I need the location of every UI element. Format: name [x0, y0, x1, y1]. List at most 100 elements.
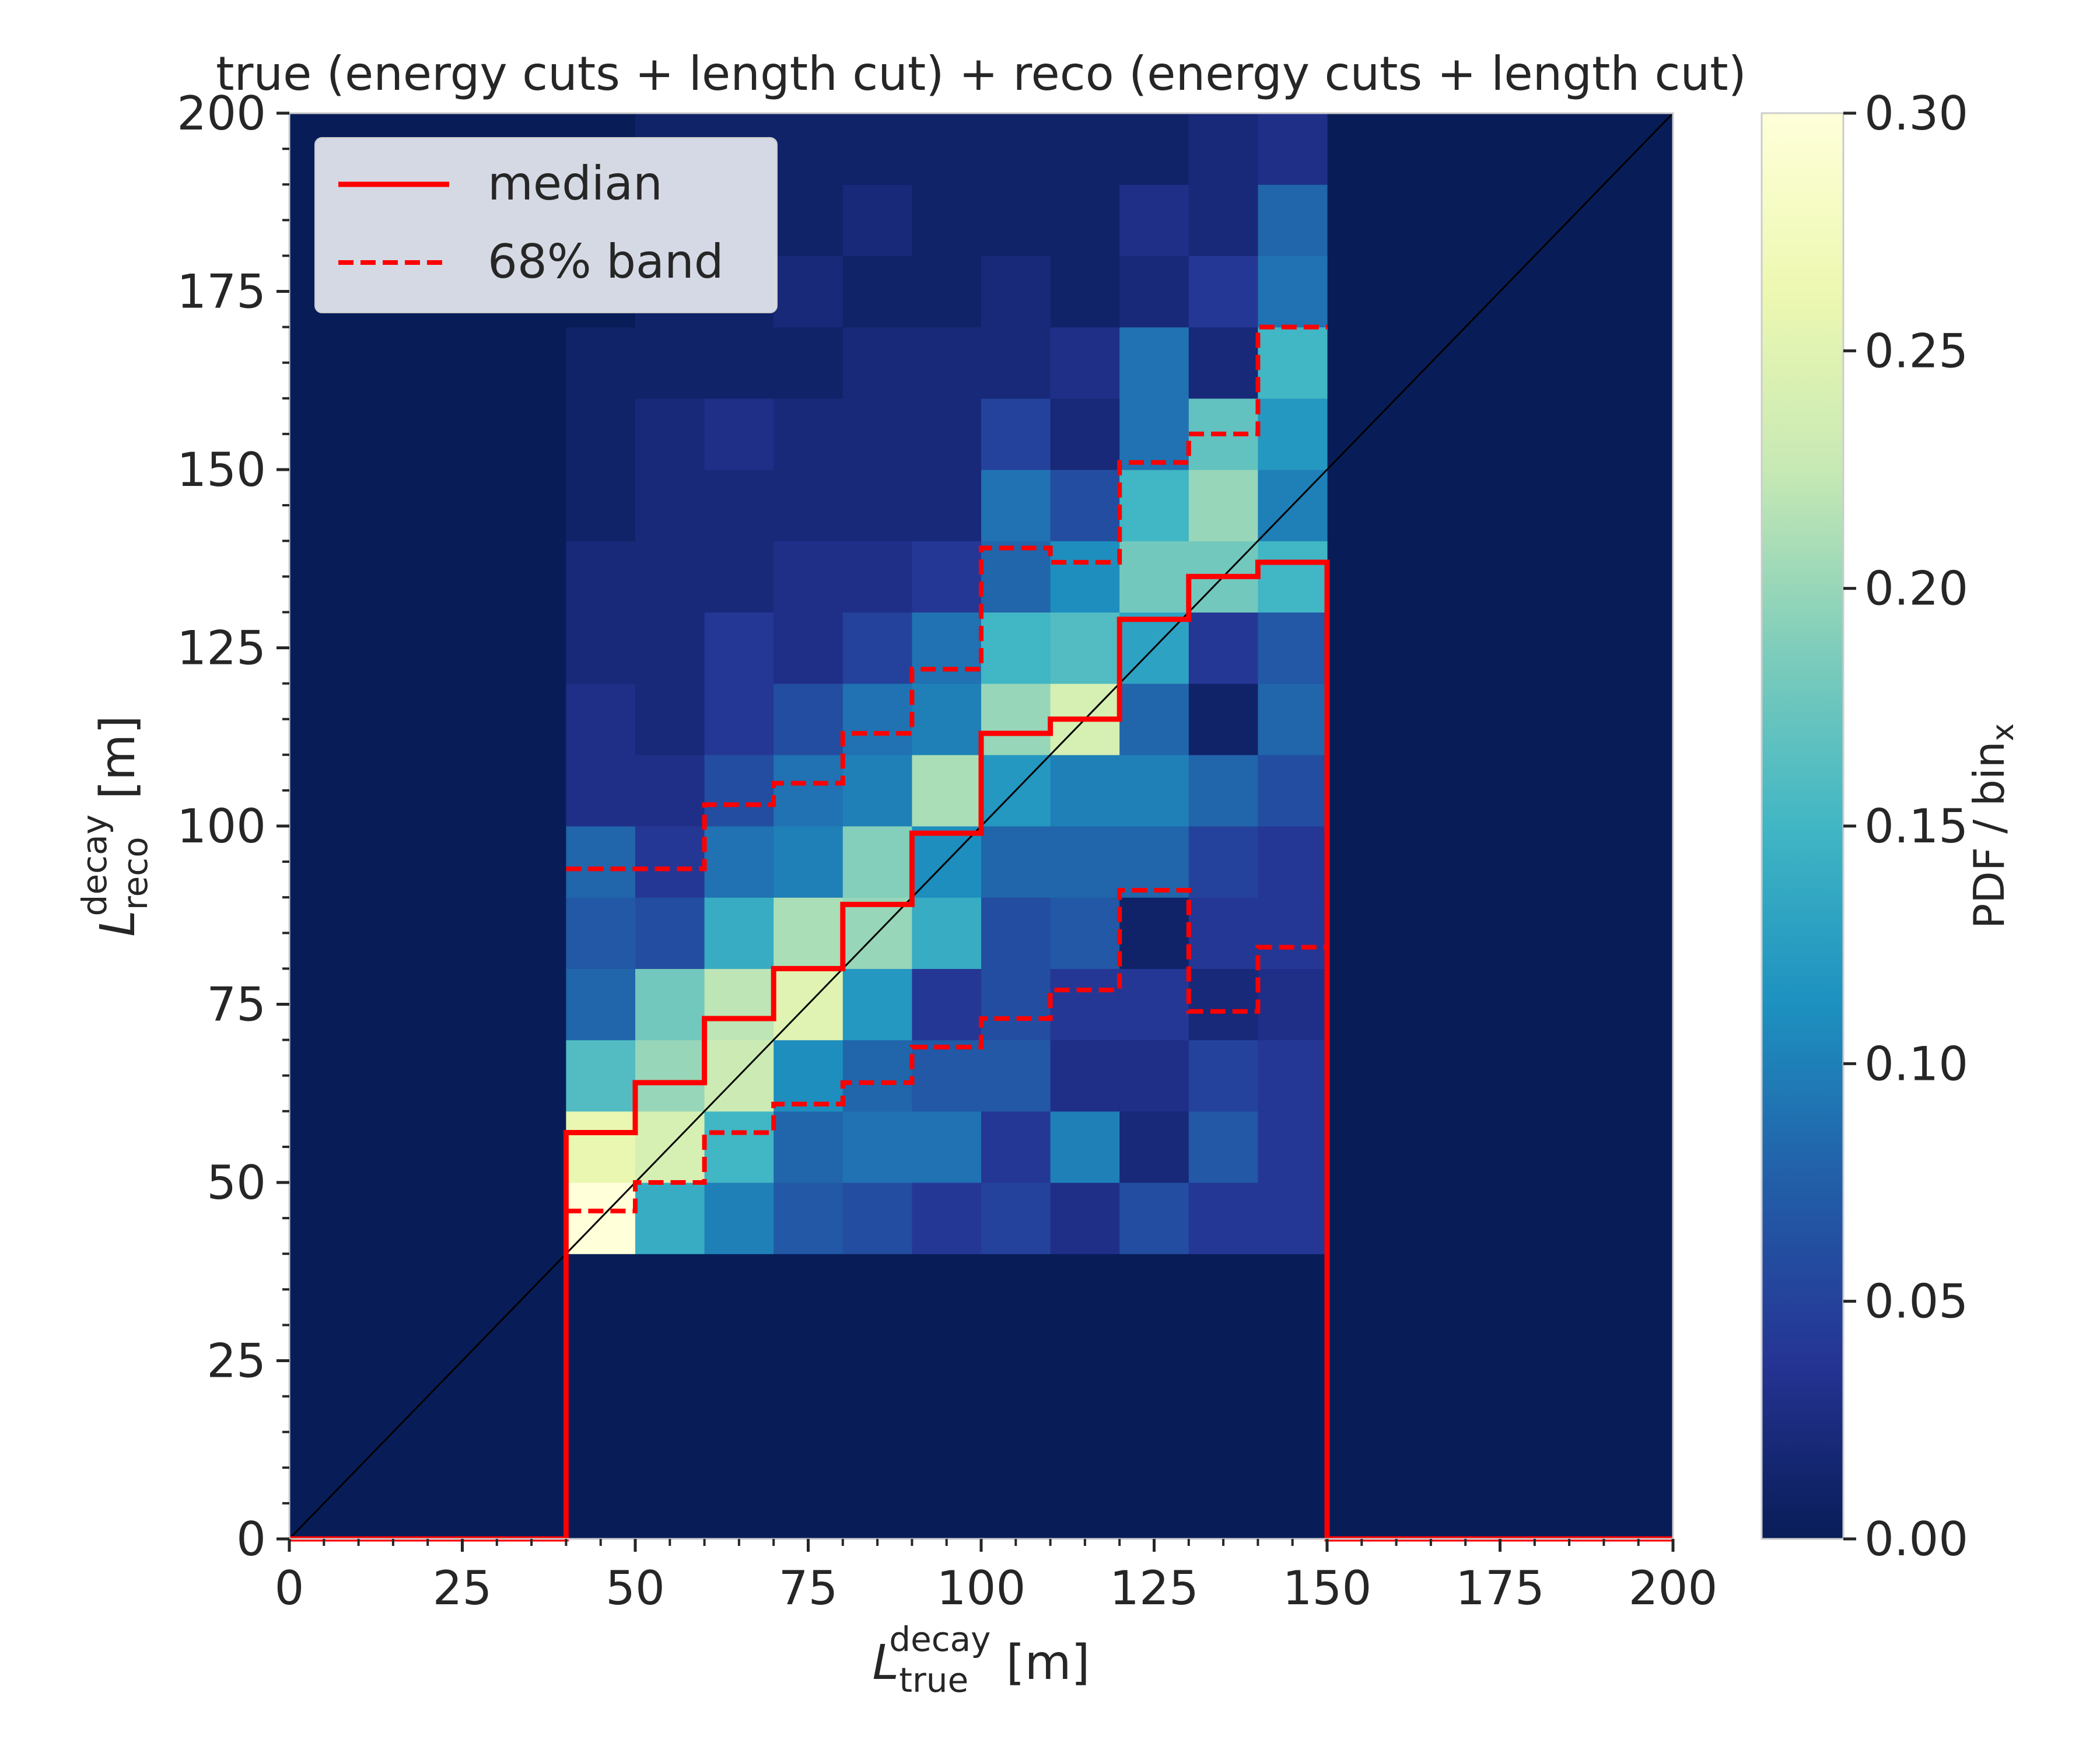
x-tick-label: 100 — [937, 1561, 1026, 1615]
heatmap-cell — [774, 826, 844, 898]
heatmap-cell — [774, 256, 844, 328]
x-tick-label: 175 — [1455, 1561, 1545, 1615]
heatmap-cell — [1188, 1182, 1258, 1254]
heatmap-cell — [774, 1111, 844, 1183]
heatmap-cell — [981, 113, 1051, 185]
heatmap-cell — [1050, 1111, 1120, 1183]
heatmap-cell — [1050, 1182, 1120, 1254]
heatmap-cell — [1188, 683, 1258, 755]
heatmap-cell — [1188, 612, 1258, 684]
heatmap-cell — [635, 612, 705, 684]
heatmap-cell — [1119, 1111, 1189, 1183]
heatmap-cell — [1050, 256, 1120, 328]
heatmap-cell — [1119, 1040, 1189, 1112]
heatmap-cell — [774, 754, 844, 827]
heatmap-cell — [704, 327, 774, 399]
heatmap-cell — [981, 683, 1051, 755]
heatmap-cell — [704, 398, 774, 470]
heatmap-cell — [704, 470, 774, 541]
heatmap-cell — [842, 541, 912, 613]
colorbar-tick-label: 0.05 — [1864, 1275, 1968, 1329]
heatmap-cell — [1050, 612, 1120, 684]
heatmap-cell — [981, 1040, 1051, 1112]
colorbar-tick-label: 0.20 — [1864, 562, 1968, 616]
heatmap-cell — [1119, 327, 1189, 399]
heatmap-cell — [1188, 184, 1258, 256]
heatmap-cell — [635, 541, 705, 613]
heatmap-cell — [981, 184, 1051, 256]
legend-box — [314, 137, 778, 313]
heatmap-cell — [1119, 541, 1189, 613]
heatmap-cell — [1119, 968, 1189, 1041]
heatmap-cell — [912, 113, 982, 185]
heatmap-cell — [981, 897, 1051, 969]
y-tick-label: 75 — [206, 978, 266, 1032]
heatmap-cell — [912, 1182, 982, 1254]
heatmap-cell — [912, 327, 982, 399]
y-tick-label: 175 — [177, 265, 266, 319]
y-tick-label: 125 — [177, 621, 266, 676]
heatmap-cell — [1050, 398, 1120, 470]
heatmap-cell — [981, 1111, 1051, 1183]
x-tick-label: 50 — [606, 1561, 665, 1615]
heatmap-cell — [1188, 754, 1258, 827]
heatmap-cell — [1188, 256, 1258, 328]
heatmap-cell — [1119, 113, 1189, 185]
heatmap-cell — [912, 1111, 982, 1183]
heatmap-cell — [1188, 826, 1258, 898]
heatmap-cell — [981, 327, 1051, 399]
heatmap-cell — [842, 470, 912, 541]
heatmap-cell — [981, 968, 1051, 1041]
heatmap-cell — [1258, 113, 1328, 185]
heatmap-cell — [981, 612, 1051, 684]
y-tick-label: 100 — [177, 799, 266, 853]
heatmap-cell — [1188, 968, 1258, 1041]
heatmap-cell — [912, 184, 982, 256]
heatmap-cell — [1188, 897, 1258, 969]
legend-median-label: median — [488, 156, 663, 211]
heatmap-cell — [635, 1182, 705, 1254]
y-tick-label: 0 — [236, 1512, 266, 1566]
x-axis-label: Ltruedecay [m] — [873, 1619, 1090, 1700]
heatmap-cell — [981, 541, 1051, 613]
y-tick-label: 150 — [177, 443, 266, 497]
heatmap-cell — [842, 327, 912, 399]
y-tick-label: 200 — [177, 86, 266, 141]
heatmap-cell — [1050, 327, 1120, 399]
heatmap-cell — [704, 683, 774, 755]
colorbar-tick-label: 0.15 — [1864, 799, 1968, 853]
heatmap-cell — [1258, 1040, 1328, 1112]
heatmap-cell — [912, 398, 982, 470]
heatmap-cell — [1050, 968, 1120, 1041]
heatmap-cell — [842, 1111, 912, 1183]
heatmap-cell — [774, 683, 844, 755]
heatmap-cell — [1258, 1182, 1328, 1254]
heatmap-cell — [566, 398, 636, 470]
heatmap-cell — [842, 826, 912, 898]
heatmap-cell — [635, 968, 705, 1041]
colorbar-tick-label: 0.30 — [1864, 86, 1968, 141]
heatmap-cell — [1188, 113, 1258, 185]
heatmap-cell — [1258, 754, 1328, 827]
heatmap-cell — [1188, 327, 1258, 399]
heatmap-cell — [566, 541, 636, 613]
heatmap-cell — [1119, 184, 1189, 256]
heatmap-cell — [842, 184, 912, 256]
heatmap-cell — [842, 968, 912, 1041]
heatmap-cell — [912, 968, 982, 1041]
heatmap-cell — [774, 612, 844, 684]
heatmap-cell — [635, 327, 705, 399]
y-axis-label: Lrecodecay [m] — [75, 715, 155, 937]
y-tick-label: 50 — [206, 1156, 266, 1210]
colorbar-tick-label: 0.10 — [1864, 1037, 1968, 1091]
heatmap-cell — [912, 683, 982, 755]
colorbar-gradient — [1760, 112, 1845, 1540]
heatmap-cell — [635, 754, 705, 827]
x-tick-label: 75 — [779, 1561, 838, 1615]
heatmap-cell — [981, 1182, 1051, 1254]
heatmap-cell — [566, 683, 636, 755]
heatmap-cell — [774, 541, 844, 613]
heatmap-cell — [566, 470, 636, 541]
colorbar-tick-label: 0.25 — [1864, 324, 1968, 378]
